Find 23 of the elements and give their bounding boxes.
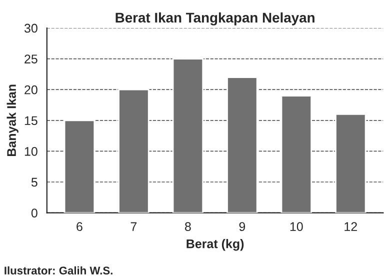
y-tick-label: 30 xyxy=(24,24,38,33)
chart-title: Berat Ikan Tangkapan Nelayan xyxy=(116,12,314,26)
bar xyxy=(226,76,258,213)
bar xyxy=(335,114,366,213)
bar xyxy=(118,88,150,213)
text: Ilustrator: Galih W.S. xyxy=(4,266,112,275)
y-tick-label: 15 xyxy=(24,116,38,126)
x-axis-title: Berat (kg) xyxy=(186,239,244,251)
x-tick-label: 7 xyxy=(130,222,137,231)
y-tick-label: 10 xyxy=(24,147,38,156)
bar xyxy=(172,58,204,213)
y-tick-label: 25 xyxy=(24,54,38,64)
bar xyxy=(64,120,96,213)
x-tick-label: 9 xyxy=(239,222,246,232)
x-tick-label: 6 xyxy=(76,222,82,232)
x-tick-label: 8 xyxy=(185,222,191,232)
y-tick-label: 5 xyxy=(31,178,38,187)
y-tick-label: 20 xyxy=(24,85,38,94)
y-axis-title: Banyak Ikan xyxy=(6,84,18,156)
bar xyxy=(280,95,312,213)
x-tick-label: 12 xyxy=(344,222,357,231)
y-tick-label: 0 xyxy=(31,208,38,218)
x-tick-label: 10 xyxy=(290,222,303,232)
